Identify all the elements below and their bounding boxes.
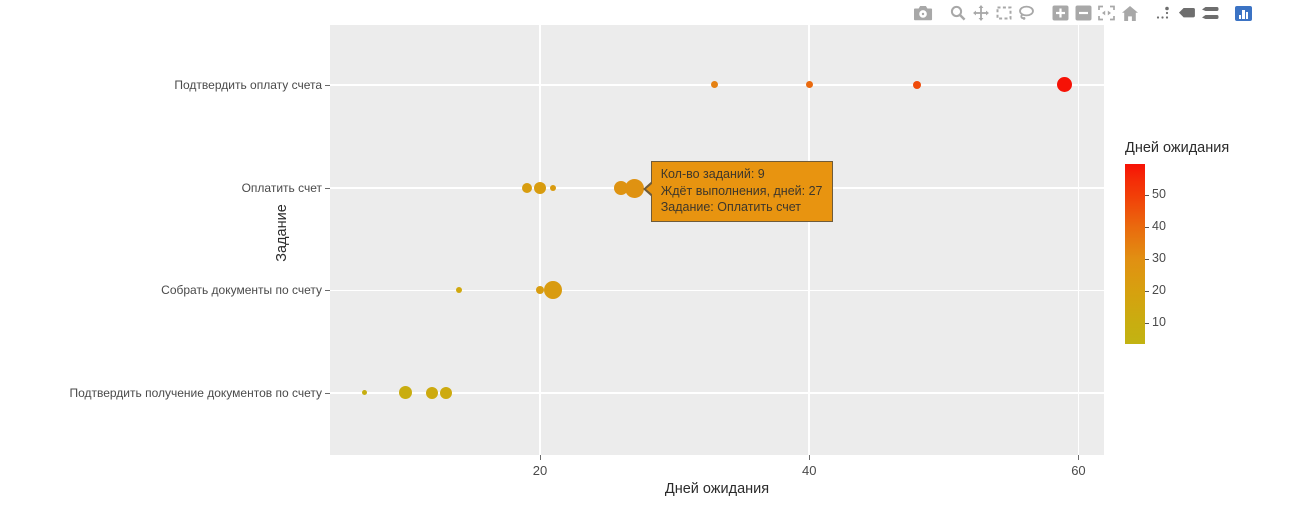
x-gridline xyxy=(808,25,810,455)
x-tick-mark xyxy=(539,455,541,460)
y-axis-title: Задание xyxy=(274,204,290,262)
data-point[interactable] xyxy=(805,81,813,89)
colorbar-tick-label: 10 xyxy=(1152,314,1166,329)
x-tick-label: 40 xyxy=(801,463,817,478)
autoscale-button[interactable] xyxy=(1095,4,1118,22)
tooltip-line: Ждёт выполнения, дней: 27 xyxy=(660,183,823,198)
y-tick-label: Подтвердить получение документов по счет… xyxy=(69,385,322,400)
zoom-button[interactable] xyxy=(946,4,969,22)
data-point[interactable] xyxy=(426,386,439,399)
camera-button[interactable] xyxy=(912,4,935,22)
lasso-button[interactable] xyxy=(1015,4,1038,22)
data-point[interactable] xyxy=(550,185,557,191)
hover-tooltip: Кол-во заданий: 9 Ждёт выполнения, дней: … xyxy=(642,161,833,222)
colorbar-tick-mark xyxy=(1145,194,1149,196)
data-point[interactable] xyxy=(1057,77,1073,93)
data-point[interactable] xyxy=(439,386,452,399)
data-point[interactable] xyxy=(711,81,719,89)
x-tick-mark xyxy=(809,455,811,460)
box-select-button[interactable] xyxy=(992,4,1015,22)
colorbar-tick-mark xyxy=(1145,290,1149,292)
hover-closest-button[interactable] xyxy=(1175,4,1198,22)
y-tick-label: Подтвердить оплату счета xyxy=(174,77,322,92)
x-gridline xyxy=(1077,25,1080,455)
y-tick-mark xyxy=(325,392,330,394)
data-point[interactable] xyxy=(521,183,532,193)
spike-lines-button[interactable] xyxy=(1152,4,1175,22)
y-tick-mark xyxy=(325,188,330,189)
modebar-group xyxy=(1049,4,1141,22)
y-gridline xyxy=(330,392,1104,394)
box-select-icon xyxy=(996,6,1011,20)
x-gridline xyxy=(539,25,541,455)
x-axis-title: Дней ожидания xyxy=(664,481,770,497)
data-point[interactable] xyxy=(456,287,463,294)
y-tick-label: Собрать документы по счету xyxy=(161,283,322,298)
colorbar-tick-label: 40 xyxy=(1152,218,1166,233)
tooltip-line: Задание: Оплатить счет xyxy=(660,200,801,214)
x-tick-label: 20 xyxy=(532,463,548,478)
data-point[interactable] xyxy=(613,181,628,195)
modebar-group xyxy=(912,4,935,22)
plot-area[interactable] xyxy=(330,25,1104,455)
spike-lines-icon xyxy=(1156,6,1169,19)
data-point[interactable] xyxy=(398,386,412,400)
home-button[interactable] xyxy=(1118,4,1141,22)
data-point[interactable] xyxy=(624,178,644,198)
y-gridline xyxy=(330,289,1104,292)
zoom-in-button[interactable] xyxy=(1049,4,1072,22)
data-point[interactable] xyxy=(535,286,544,295)
data-point[interactable] xyxy=(912,80,921,89)
y-tick-mark xyxy=(325,84,330,86)
modebar-group xyxy=(1232,4,1255,22)
plotly-logo-button[interactable] xyxy=(1232,4,1255,22)
autoscale-icon xyxy=(1098,5,1115,21)
lasso-icon xyxy=(1019,5,1034,20)
zoom-out-button[interactable] xyxy=(1072,4,1095,22)
hover-compare-button[interactable] xyxy=(1198,4,1221,22)
x-tick-mark xyxy=(1078,455,1080,460)
colorbar-tick-label: 50 xyxy=(1152,186,1166,201)
colorbar-tick-label: 30 xyxy=(1152,250,1166,265)
modebar-group xyxy=(946,4,1038,22)
y-tick-mark xyxy=(325,290,330,292)
camera-icon xyxy=(914,5,933,20)
zoom-in-icon xyxy=(1052,5,1069,21)
data-point[interactable] xyxy=(544,281,563,300)
colorbar-tick-mark xyxy=(1145,226,1149,228)
data-point[interactable] xyxy=(362,390,368,396)
tooltip-line: Кол-во заданий: 9 xyxy=(660,167,765,181)
pan-button[interactable] xyxy=(969,4,992,22)
colorbar-tick-mark xyxy=(1145,258,1149,260)
colorbar-gradient xyxy=(1125,164,1145,344)
data-point[interactable] xyxy=(533,182,546,194)
colorbar-tick-mark xyxy=(1145,322,1149,324)
plotly-logo-icon xyxy=(1235,5,1252,21)
home-icon xyxy=(1121,5,1138,21)
zoom-icon xyxy=(950,5,965,21)
x-tick-label: 60 xyxy=(1071,463,1086,478)
hover-closest-icon xyxy=(1178,7,1195,18)
plotly-modebar xyxy=(901,4,1255,22)
colorbar-title: Дней ожидания xyxy=(1125,140,1230,156)
modebar-group xyxy=(1152,4,1221,22)
hover-compare-icon xyxy=(1202,6,1219,19)
pan-icon xyxy=(972,5,989,21)
colorbar-tick-label: 20 xyxy=(1152,282,1166,297)
zoom-out-icon xyxy=(1075,5,1092,21)
y-tick-label: Оплатить счет xyxy=(241,181,322,195)
